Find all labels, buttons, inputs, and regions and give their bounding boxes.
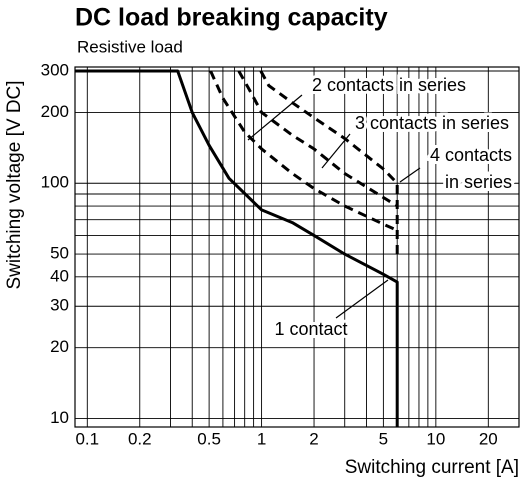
x-tick-label: 2 [309,429,318,448]
plot [75,69,399,427]
data-line [259,70,399,255]
chart-subtitle: Resistive load [77,37,183,56]
x-tick-label: 0.5 [197,429,221,448]
x-axis-label: Switching current [A] [345,457,519,478]
series-label: 4 contacts in series [430,145,512,192]
y-tick-label: 50 [50,244,69,263]
series-label: 2 contacts in series [312,75,466,95]
x-tick-label: 0.1 [75,429,99,448]
series-label: 3 contacts in series [355,113,509,133]
y-tick-label: 30 [50,296,69,315]
y-tick-label: 100 [41,173,69,192]
y-tick-label: 10 [50,408,69,427]
y-tick-label: 300 [41,60,69,79]
series-label: 1 contact [274,319,347,339]
x-tick-label: 1 [257,429,266,448]
data-line [75,69,399,427]
grid [75,67,519,427]
leader-lines [247,94,421,319]
x-tick-label: 20 [479,429,498,448]
y-tick-label: 20 [50,337,69,356]
x-tick-label: 10 [426,429,445,448]
x-tick-label: 0.2 [128,429,152,448]
y-axis-label: Switching voltage [V DC] [4,80,25,289]
leader-line [335,279,389,319]
x-tick-label: 5 [379,429,388,448]
y-tick-label: 200 [41,102,69,121]
plot-frame [74,66,520,428]
leader-line [247,94,303,141]
leader-line [399,167,421,183]
data-line [237,70,398,208]
y-tick-label: 40 [50,266,69,285]
leader-line [321,133,351,169]
chart-title: DC load breaking capacity [75,4,388,32]
